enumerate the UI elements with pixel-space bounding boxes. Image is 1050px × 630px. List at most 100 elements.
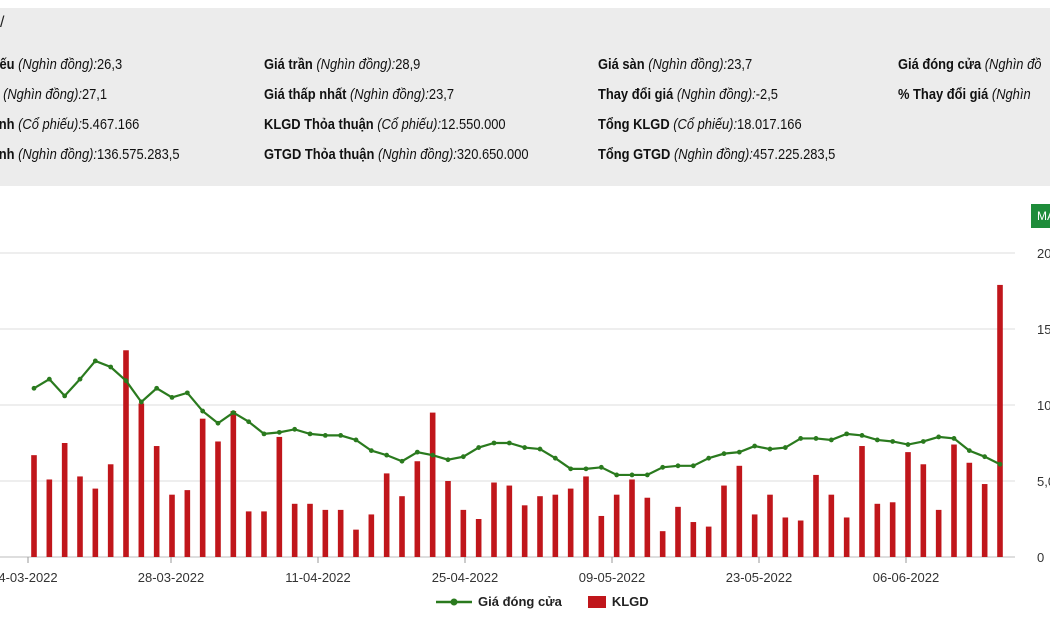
close-price-point[interactable] [92,358,98,364]
close-price-point[interactable] [184,390,190,396]
klgd-bar[interactable] [31,455,37,557]
close-price-point[interactable] [230,410,236,415]
klgd-bar[interactable] [567,488,574,557]
close-price-point[interactable] [292,426,298,432]
klgd-bar[interactable] [230,411,237,557]
close-price-point[interactable] [491,440,497,446]
close-price-point[interactable] [675,463,681,469]
klgd-bar[interactable] [751,514,758,557]
close-price-point[interactable] [690,463,696,469]
klgd-bar[interactable] [77,476,83,557]
klgd-bar[interactable] [153,446,160,557]
close-price-point[interactable] [200,408,206,414]
close-price-point[interactable] [598,464,604,470]
klgd-bar[interactable] [736,465,743,557]
klgd-bar[interactable] [613,494,620,557]
klgd-bar[interactable] [383,473,390,557]
klgd-bar[interactable] [399,496,405,557]
close-price-point[interactable] [890,439,896,444]
klgd-bar[interactable] [644,497,651,557]
klgd-bar[interactable] [859,446,865,557]
close-price-point[interactable] [399,458,405,464]
klgd-bar[interactable] [905,452,911,557]
close-price-point[interactable] [966,448,972,453]
ma-button[interactable]: MA [1031,204,1050,228]
close-price-point[interactable] [154,385,160,391]
close-price-point[interactable] [644,472,650,478]
klgd-bar[interactable] [107,464,114,557]
klgd-bar[interactable] [782,517,789,557]
legend-item-klgd[interactable]: KLGD [587,594,649,609]
klgd-bar[interactable] [215,441,221,557]
close-price-point[interactable] [476,445,482,450]
klgd-bar[interactable] [598,515,605,557]
close-price-point[interactable] [767,446,773,452]
close-price-point[interactable] [629,472,635,478]
close-price-point[interactable] [522,445,528,450]
klgd-bar[interactable] [491,482,497,557]
close-price-point[interactable] [660,464,666,470]
close-price-point[interactable] [813,436,819,441]
close-price-point[interactable] [844,431,850,437]
close-price-point[interactable] [997,461,1003,467]
klgd-bar[interactable] [552,494,559,557]
klgd-bar[interactable] [537,496,543,557]
close-price-point[interactable] [721,451,727,457]
close-price-point[interactable] [506,440,512,446]
klgd-bar[interactable] [951,444,957,557]
close-price-point[interactable] [307,431,313,437]
klgd-bar[interactable] [46,479,53,557]
close-price-point[interactable] [936,434,942,440]
klgd-bar[interactable] [307,503,313,557]
close-price-point[interactable] [874,437,880,443]
close-price-point[interactable] [77,376,83,382]
klgd-bar[interactable] [199,418,206,557]
close-price-point[interactable] [430,452,436,458]
close-price-point[interactable] [920,439,926,444]
close-price-point[interactable] [859,433,865,438]
klgd-bar[interactable] [521,505,528,557]
klgd-bar[interactable] [935,509,942,557]
klgd-bar[interactable] [138,403,145,557]
close-price-point[interactable] [583,466,589,472]
close-price-point[interactable] [614,472,620,478]
klgd-bar[interactable] [920,464,927,557]
klgd-bar[interactable] [583,476,589,557]
klgd-bar[interactable] [475,519,482,557]
close-price-point[interactable] [552,455,558,461]
close-price-point[interactable] [782,445,788,450]
close-price-point[interactable] [414,449,420,455]
klgd-bar[interactable] [843,517,850,557]
klgd-bar[interactable] [506,485,513,557]
klgd-bar[interactable] [261,511,267,557]
close-price-point[interactable] [261,431,267,437]
klgd-bar[interactable] [322,509,329,557]
klgd-bar[interactable] [721,485,727,557]
klgd-bar[interactable] [368,514,375,557]
klgd-bar[interactable] [981,484,988,557]
close-price-point[interactable] [276,429,282,435]
close-price-point[interactable] [384,452,390,458]
close-price-point[interactable] [537,446,543,452]
klgd-bar[interactable] [291,503,298,557]
klgd-bar[interactable] [429,412,436,557]
close-price-point[interactable] [138,399,144,405]
close-price-point[interactable] [62,393,68,399]
klgd-bar[interactable] [184,490,191,557]
klgd-bar[interactable] [705,526,712,557]
close-price-point[interactable] [46,376,52,382]
klgd-bar[interactable] [92,488,99,557]
klgd-bar[interactable] [659,531,666,557]
klgd-bar[interactable] [276,436,283,557]
klgd-bar[interactable] [460,509,467,557]
klgd-bar[interactable] [767,494,773,557]
close-price-point[interactable] [460,454,466,460]
klgd-bar[interactable] [414,461,421,557]
close-price-point[interactable] [215,420,221,426]
klgd-bar[interactable] [997,284,1003,557]
klgd-bar[interactable] [966,462,973,557]
klgd-bar[interactable] [445,481,451,557]
klgd-bar[interactable] [337,509,344,557]
klgd-bar[interactable] [874,503,881,557]
klgd-bar[interactable] [169,494,175,557]
